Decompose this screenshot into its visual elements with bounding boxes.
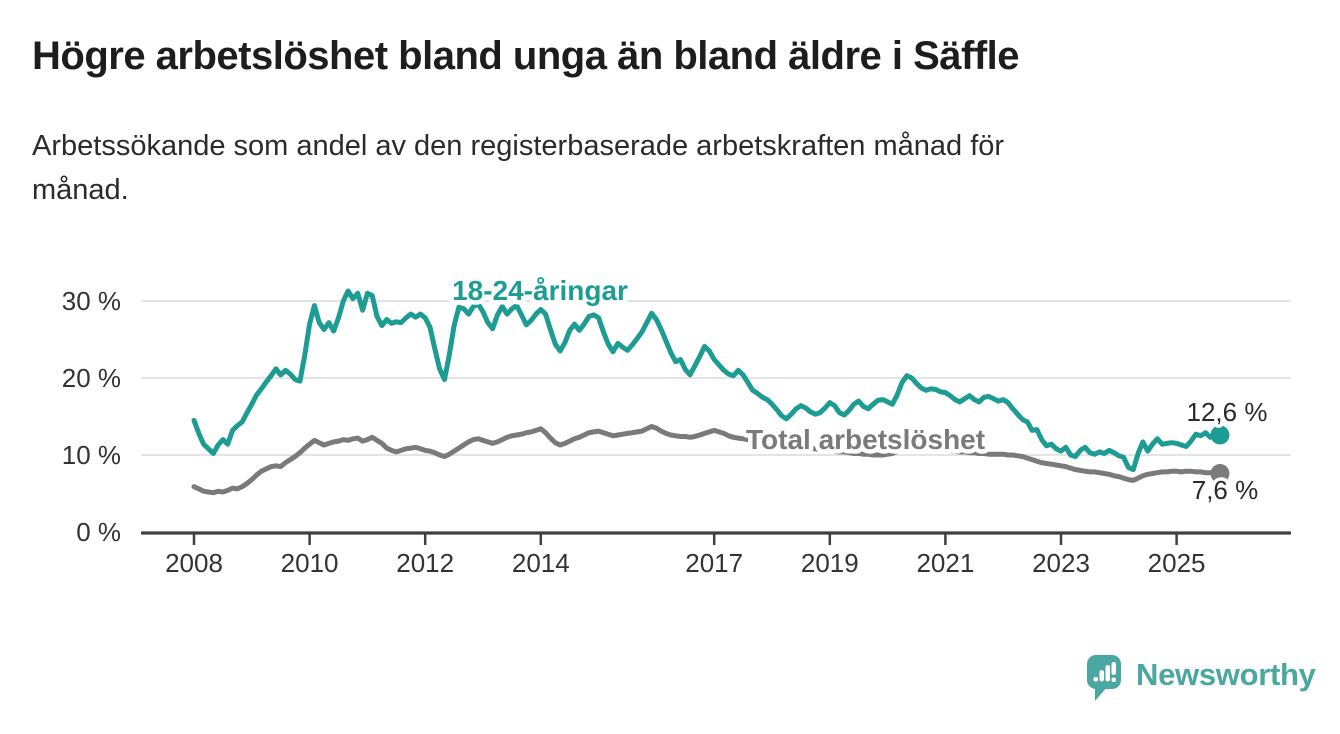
bar-chart-bar-small bbox=[1099, 670, 1104, 682]
y-tick-label-0: 0 % bbox=[76, 517, 121, 547]
exclamation-bar bbox=[1111, 662, 1116, 675]
y-tick-label-10: 10 % bbox=[62, 440, 121, 470]
series-end-dot-18-24-åringar bbox=[1210, 425, 1230, 445]
x-tick-label-2025: 2025 bbox=[1148, 548, 1206, 578]
x-tick-label-2023: 2023 bbox=[1032, 548, 1090, 578]
exclamation-dot bbox=[1111, 677, 1116, 682]
series-label-18-24-åringar: 18-24-åringar bbox=[452, 275, 628, 306]
bubble-tail bbox=[1095, 686, 1108, 701]
x-tick-label-2014: 2014 bbox=[512, 548, 570, 578]
series-line-Total arbetslöshet bbox=[191, 424, 1223, 496]
x-tick-label-2017: 2017 bbox=[685, 548, 743, 578]
x-tick-label-2012: 2012 bbox=[396, 548, 454, 578]
page-subtitle: Arbetssökande som andel av den registerb… bbox=[32, 130, 1005, 207]
y-tick-label-30: 30 % bbox=[62, 286, 121, 316]
page-title: Högre arbetslöshet bland unga än bland ä… bbox=[32, 34, 1020, 78]
bar-chart-bar-tall bbox=[1105, 665, 1110, 682]
brand-name: Newsworthy bbox=[1136, 657, 1316, 692]
x-tick-label-2008: 2008 bbox=[165, 548, 223, 578]
series-end-dot-Total arbetslöshet bbox=[1210, 463, 1230, 483]
bar-chart-dot bbox=[1093, 677, 1098, 682]
y-tick-label-20: 20 % bbox=[62, 363, 121, 393]
x-tick-label-2019: 2019 bbox=[801, 548, 859, 578]
x-tick-label-2021: 2021 bbox=[916, 548, 974, 578]
x-tick-label-2010: 2010 bbox=[281, 548, 339, 578]
series-line-18-24-åringar bbox=[191, 288, 1223, 473]
series-label-Total arbetslöshet: Total arbetslöshet bbox=[746, 424, 985, 455]
end-value-label-Total arbetslöshet: 7,6 % bbox=[1192, 475, 1259, 505]
end-value-label-18-24-åringar: 12,6 % bbox=[1187, 397, 1268, 427]
newsworthy-bubble-icon bbox=[1087, 655, 1121, 701]
newsworthy-logo[interactable]: Newsworthy bbox=[1087, 655, 1316, 702]
